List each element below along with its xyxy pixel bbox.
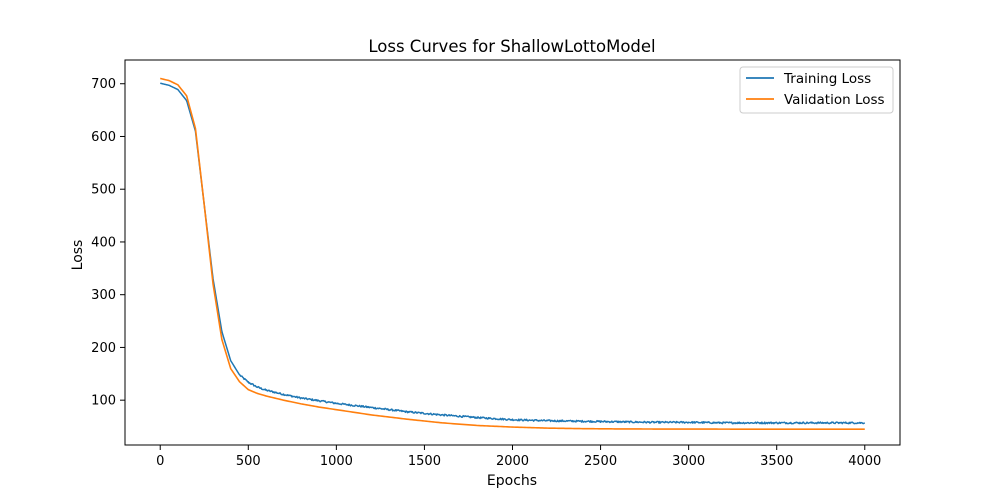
y-tick-label: 200: [91, 341, 116, 356]
x-tick-label: 3000: [672, 454, 705, 469]
y-tick-label: 300: [91, 288, 116, 303]
legend-entry-label: Validation Loss: [784, 92, 885, 108]
x-tick-label: 2000: [496, 454, 529, 469]
x-tick-label: 4000: [848, 454, 881, 469]
x-tick-label: 1000: [320, 454, 353, 469]
x-tick-label: 3500: [760, 454, 793, 469]
legend: Training Loss Validation Loss: [739, 66, 894, 114]
x-tick-label: 0: [156, 454, 164, 469]
y-tick-label: 500: [91, 183, 116, 198]
y-tick-label: 400: [91, 235, 116, 250]
x-axis-ticks: 0 500 1000 1500 2000 2500 3000 3500 4000: [156, 445, 881, 469]
chart-title: Loss Curves for ShallowLottoModel: [368, 37, 655, 56]
y-axis-ticks: 100 200 300 400 500 600 700: [91, 77, 125, 409]
series-line-validation-loss: [160, 77, 865, 430]
y-tick-label: 100: [91, 394, 116, 409]
x-tick-label: 1500: [408, 454, 441, 469]
x-tick-label: 2500: [584, 454, 617, 469]
legend-box: [739, 66, 894, 114]
y-tick-label: 600: [91, 130, 116, 145]
axes-frame: [124, 59, 901, 446]
x-axis-label: Epochs: [487, 473, 537, 489]
plot-area: [124, 59, 901, 446]
y-axis-label: Loss: [70, 240, 86, 271]
series-line-training-loss: [160, 82, 866, 425]
x-tick-label: 500: [236, 454, 261, 469]
legend-entry-label: Training Loss: [783, 71, 871, 87]
y-tick-label: 700: [91, 77, 116, 92]
